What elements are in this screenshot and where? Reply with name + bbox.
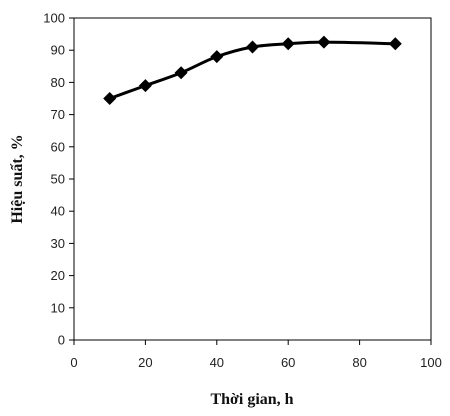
- y-tick-label: 50: [51, 172, 65, 187]
- data-point-marker: [103, 92, 117, 105]
- y-tick-label: 0: [58, 333, 65, 348]
- y-tick-label: 10: [51, 300, 65, 315]
- y-tick-label: 30: [51, 236, 65, 251]
- data-point-marker: [138, 79, 152, 93]
- data-point-marker: [246, 40, 259, 54]
- x-tick-label: 20: [138, 355, 152, 370]
- y-tick-label: 70: [51, 107, 65, 122]
- y-axis-title: Hiệu suất, %: [9, 134, 26, 223]
- x-tick-label: 60: [281, 355, 295, 370]
- y-tick-label: 90: [51, 43, 65, 58]
- data-point-marker: [281, 37, 295, 51]
- series-markers: [103, 35, 402, 105]
- data-point-marker: [388, 37, 402, 51]
- y-tick-label: 100: [43, 11, 65, 26]
- x-axis: 0 20 40 60 80 100: [70, 340, 442, 370]
- x-tick-label: 40: [210, 355, 224, 370]
- y-tick-label: 20: [51, 268, 65, 283]
- y-tick-label: 80: [51, 75, 65, 90]
- plot-area: [73, 17, 432, 341]
- x-tick-label: 80: [352, 355, 366, 370]
- data-point-marker: [174, 66, 188, 80]
- y-tick-label: 60: [51, 139, 65, 154]
- x-tick-label: 0: [70, 355, 77, 370]
- x-tick-label: 100: [420, 355, 442, 370]
- y-tick-label: 40: [51, 204, 65, 219]
- x-axis-title: Thời gian, h: [210, 391, 293, 408]
- y-axis: 0 10 20 30 40 50 60 70 80 90 100: [43, 11, 74, 348]
- data-point-marker: [210, 50, 224, 64]
- data-point-marker: [317, 35, 331, 49]
